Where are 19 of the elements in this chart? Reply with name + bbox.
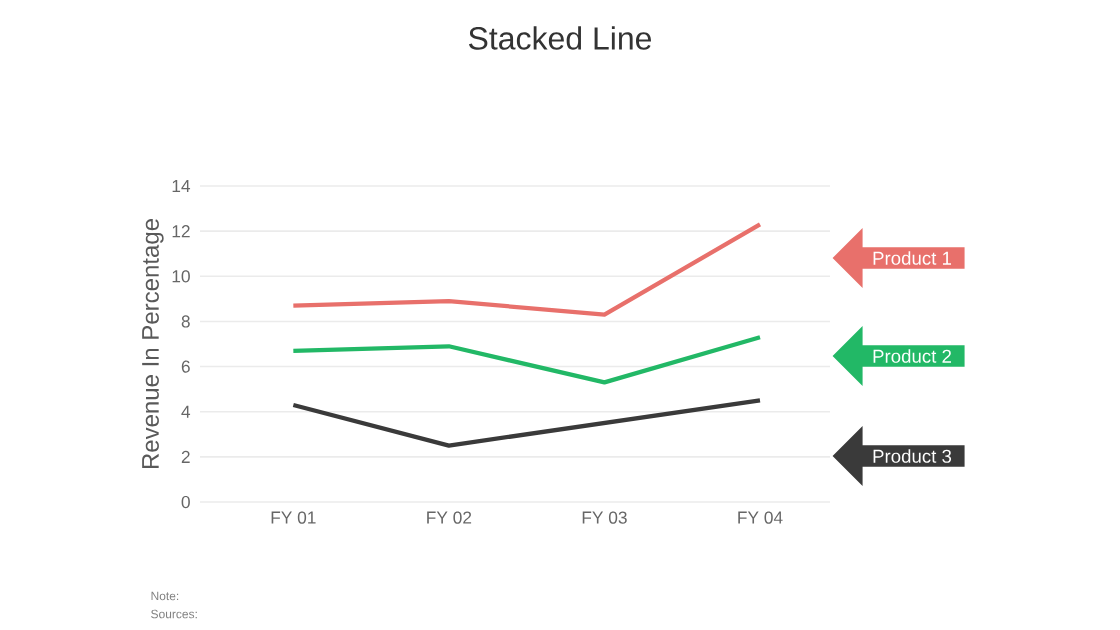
x-tick-label: FY 04 [738, 511, 783, 524]
text: Product 2 [873, 349, 952, 363]
text: Product 1 [873, 251, 952, 265]
y-tick-label: 0 [181, 495, 190, 509]
x-tick-label: FY 02 [427, 511, 472, 524]
text: Product 3 [873, 449, 952, 463]
y-tick-label: 12 [172, 225, 190, 238]
chart-title: Stacked Line [468, 26, 652, 50]
y-tick-label: 8 [181, 315, 190, 328]
x-tick-label: FY 03 [582, 511, 627, 524]
y-axis-title: Revenue In Percentage [142, 219, 164, 469]
y-tick-label: 14 [172, 180, 191, 192]
y-tick-label: 4 [181, 405, 191, 418]
line-series [291, 335, 763, 385]
y-tick-label: 2 [181, 450, 190, 463]
y-tick-label: 6 [181, 360, 190, 373]
line-series [291, 222, 763, 317]
x-tick-label: FY 01 [271, 511, 316, 524]
y-tick-label: 10 [172, 270, 190, 283]
